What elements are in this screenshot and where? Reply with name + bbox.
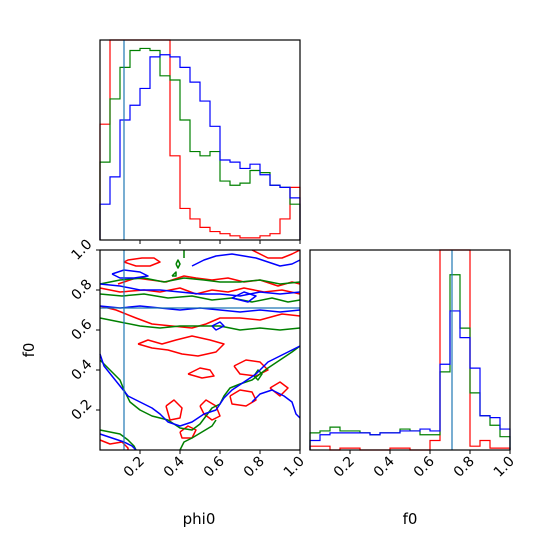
x-tick-label: 0.2	[121, 454, 148, 481]
contour-line-series-1	[229, 389, 257, 407]
contour-line-series-2	[99, 277, 301, 285]
contour-line-series-3	[191, 253, 301, 267]
phi0-histogram-ticks	[139, 240, 301, 244]
contour-line-series-1	[251, 249, 301, 259]
x-tick-label: 1.0	[491, 454, 518, 481]
histogram-series-2	[99, 47, 301, 240]
contour-line-series-3	[99, 283, 301, 297]
f0-histogram-panel: 0.2 0.4 0.6 0.8 1.0	[309, 249, 518, 481]
y-tick-label: 0.2	[68, 396, 95, 423]
contour-line-series-3	[99, 345, 301, 427]
contour-line-series-3	[99, 305, 301, 313]
phi0-histogram-steps	[99, 39, 301, 240]
y-tick-label: 1.0	[68, 236, 95, 263]
y-axis-label-f0: f0	[20, 343, 38, 358]
contour-line-series-1	[165, 399, 183, 421]
y-tick-label: 0.4	[68, 356, 95, 383]
contour-line-series-2	[99, 293, 301, 303]
contour-line-series-2	[99, 317, 301, 331]
f0-histogram-frame	[309, 249, 511, 451]
histogram-series-2	[309, 274, 511, 450]
x-tick-label: 1.0	[281, 454, 308, 481]
contour-line-series-3	[211, 321, 225, 331]
contour-line-series-1	[179, 425, 197, 439]
phi0-f0-contours	[99, 249, 301, 451]
contour-line-series-3	[111, 269, 149, 279]
x-tick-label: 0.6	[201, 453, 228, 480]
contour-line-series-2	[179, 419, 217, 451]
histogram-series-3	[309, 310, 511, 450]
histogram-series-1	[99, 39, 301, 240]
phi0-f0-contour-frame	[99, 249, 301, 451]
phi0-f0-contour-ticks: 0.2 0.4 0.6 0.8 1.0 0.2 0.4 0.6 0.8 1.0	[68, 236, 307, 480]
contour-line-series-1	[137, 335, 225, 357]
contour-line-series-2	[99, 345, 301, 431]
y-tick-label: 0.6	[68, 316, 95, 343]
contour-line-series-1	[187, 367, 215, 379]
f0-histogram-steps	[309, 249, 511, 451]
x-tick-label: 0.2	[331, 454, 358, 481]
contour-line-series-3	[251, 389, 301, 419]
contour-line-series-1	[123, 257, 161, 267]
contour-line-series-3	[231, 291, 257, 303]
phi0-f0-contour-panel: 0.2 0.4 0.6 0.8 1.0 0.2 0.4 0.6 0.8 1.0	[68, 236, 307, 480]
x-axis-label-phi0: phi0	[183, 510, 216, 528]
y-tick-label: 0.8	[68, 276, 95, 303]
contour-line-series-2	[253, 369, 263, 381]
contour-line-series-2	[175, 259, 181, 269]
contour-line-series-2	[171, 271, 177, 277]
contour-line-series-1	[269, 381, 289, 397]
x-axis-label-f0: f0	[403, 510, 418, 528]
x-tick-label: 0.4	[161, 453, 188, 480]
x-tick-label: 0.8	[241, 454, 268, 481]
phi0-histogram-frame	[99, 39, 301, 241]
x-tick-label: 0.6	[411, 453, 438, 480]
contour-line-series-1	[233, 359, 269, 377]
f0-histogram-ticks: 0.2 0.4 0.6 0.8 1.0	[331, 450, 518, 481]
x-tick-label: 0.8	[451, 454, 478, 481]
histogram-series-3	[99, 54, 301, 240]
histogram-series-1	[309, 249, 511, 451]
x-tick-label: 0.4	[371, 453, 398, 480]
phi0-histogram-panel	[99, 39, 301, 244]
